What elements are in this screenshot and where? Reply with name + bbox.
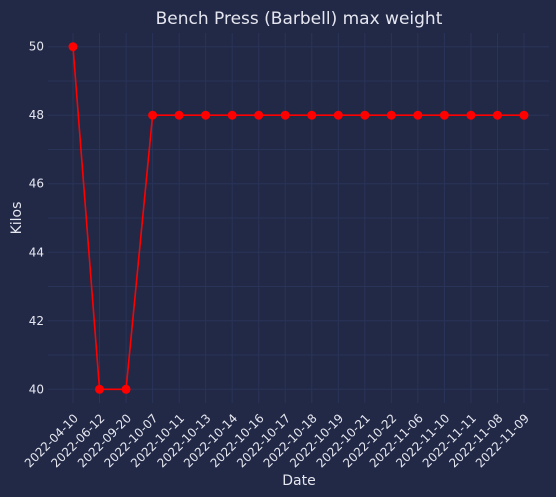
- grid: [48, 33, 549, 403]
- chart-title: Bench Press (Barbell) max weight: [156, 9, 443, 29]
- data-point: [148, 110, 158, 120]
- y-tick-label: 46: [29, 177, 44, 191]
- y-tick-label: 42: [29, 314, 44, 328]
- data-point: [201, 110, 211, 120]
- data-point: [386, 110, 396, 120]
- series: [68, 42, 529, 394]
- data-point: [439, 110, 449, 120]
- data-point: [466, 110, 476, 120]
- data-point: [492, 110, 502, 120]
- y-tick-label: 40: [29, 382, 44, 396]
- data-point: [95, 384, 105, 394]
- data-point: [519, 110, 529, 120]
- y-tick-label: 50: [29, 40, 44, 54]
- data-point: [174, 110, 184, 120]
- data-point: [360, 110, 370, 120]
- x-axis-ticks: 2022-04-102022-06-122022-09-202022-10-07…: [22, 411, 532, 470]
- y-axis-ticks: 40 42 44 46 48 50: [29, 40, 44, 397]
- data-point: [413, 110, 423, 120]
- data-point: [254, 110, 264, 120]
- x-axis-title: Date: [282, 473, 315, 489]
- y-tick-label: 44: [29, 245, 44, 259]
- data-point: [280, 110, 290, 120]
- data-point: [121, 384, 131, 394]
- data-point: [68, 42, 78, 52]
- data-point: [333, 110, 343, 120]
- y-axis-title: Kilos: [9, 202, 25, 235]
- y-tick-label: 48: [29, 108, 44, 122]
- data-point: [227, 110, 237, 120]
- data-point: [307, 110, 317, 120]
